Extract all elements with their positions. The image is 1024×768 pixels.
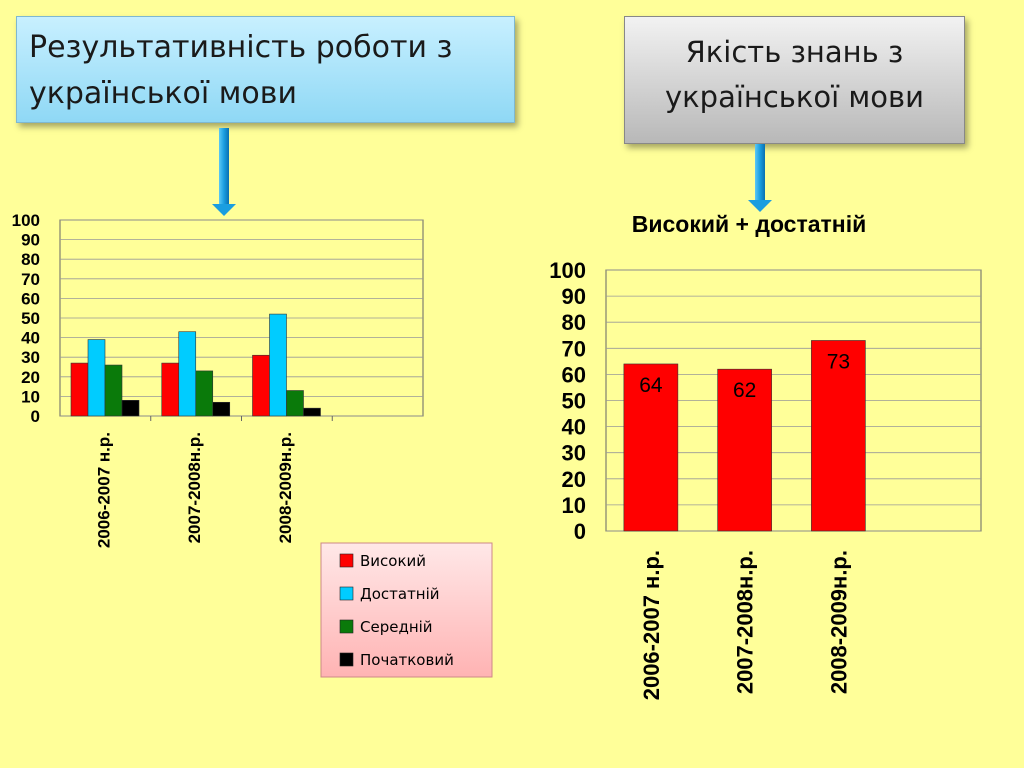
bar-2 — [717, 368, 772, 532]
y-tick-label: 40 — [562, 415, 586, 440]
chart-quality-title: Високий + достатній — [632, 211, 866, 237]
y-tick-label: 70 — [21, 270, 40, 289]
bar-3-2 — [195, 370, 214, 417]
data-label: 64 — [639, 374, 663, 397]
bar-4-2 — [212, 401, 231, 417]
x-category-label: 2007-2008н.р. — [733, 550, 758, 694]
x-category-label: 2008-2009н.р. — [276, 432, 295, 543]
legend-label: Високий — [360, 552, 426, 570]
y-tick-label: 80 — [562, 310, 586, 335]
y-tick-label: 60 — [562, 362, 586, 387]
y-tick-label: 20 — [21, 368, 40, 387]
right-header-text: Якість знань з української мови — [664, 35, 924, 114]
chart-results-legend: Високий Достатній Середній Початковий — [320, 542, 493, 678]
bar-3 — [811, 340, 866, 532]
y-tick-label: 20 — [562, 467, 586, 492]
left-header-box: Результативність роботи з української мо… — [16, 16, 515, 123]
legend-label: Достатній — [360, 585, 440, 603]
bar-2-3 — [269, 313, 287, 417]
data-label: 73 — [827, 350, 850, 373]
bar-1-3 — [252, 354, 270, 417]
y-tick-label: 70 — [562, 336, 586, 361]
bar-3-1 — [104, 364, 123, 417]
chart-quality: Високий + достатній 01020304050607080901… — [549, 211, 982, 700]
bar-4-1 — [121, 400, 140, 417]
y-tick-label: 60 — [21, 289, 40, 308]
y-tick-label: 90 — [21, 231, 40, 250]
x-category-label: 2006-2007 н.р. — [94, 432, 113, 548]
x-category-label: 2006-2007 н.р. — [639, 550, 664, 700]
legend-swatch — [339, 652, 354, 667]
legend-label: Початковий — [360, 651, 454, 669]
y-tick-label: 100 — [549, 258, 586, 283]
y-tick-label: 40 — [21, 329, 40, 348]
right-header-box: Якість знань з української мови — [624, 16, 965, 144]
legend-swatch — [339, 619, 354, 634]
x-category-label: 2007-2008н.р. — [185, 432, 204, 543]
y-tick-label: 100 — [12, 211, 40, 230]
y-tick-label: 80 — [21, 250, 40, 269]
bar-1-1 — [70, 362, 89, 417]
legend-swatch — [339, 553, 354, 568]
y-tick-label: 50 — [21, 309, 40, 328]
y-tick-label: 90 — [562, 284, 586, 309]
x-category-label: 2008-2009н.р. — [826, 550, 851, 694]
right-down-arrow-icon — [748, 144, 772, 212]
y-tick-label: 30 — [562, 441, 586, 466]
y-tick-label: 0 — [31, 407, 40, 426]
bar-3-3 — [286, 390, 304, 417]
y-tick-label: 10 — [562, 493, 586, 518]
bar-2-1 — [87, 339, 106, 417]
legend-swatch — [339, 586, 354, 601]
left-down-arrow-icon — [212, 128, 236, 216]
bar-2-2 — [178, 331, 197, 417]
y-tick-label: 30 — [21, 348, 40, 367]
y-tick-label: 0 — [574, 519, 586, 544]
legend-label: Середній — [360, 618, 433, 636]
data-label: 62 — [733, 379, 756, 402]
y-tick-label: 50 — [562, 389, 586, 414]
bar-4-3 — [303, 407, 321, 417]
y-tick-label: 10 — [21, 387, 40, 406]
bar-1-2 — [161, 362, 180, 417]
left-header-text: Результативність роботи з української мо… — [29, 30, 453, 111]
bar-1 — [623, 363, 679, 532]
